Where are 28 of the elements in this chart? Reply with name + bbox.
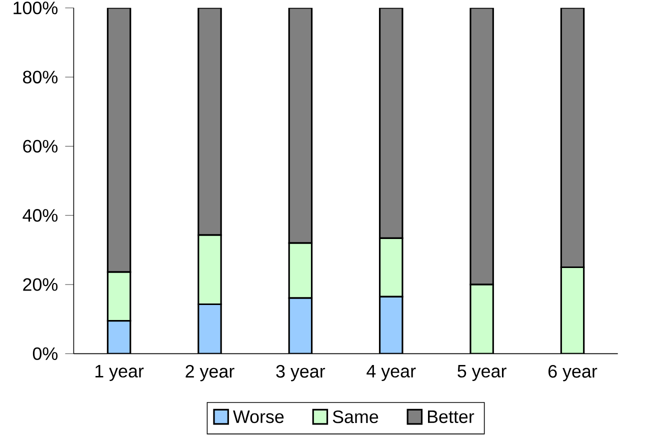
y-tick-label: 0% <box>32 347 58 360</box>
bar <box>560 266 585 354</box>
x-tick-label: 1 year <box>95 365 144 382</box>
bar <box>378 8 404 240</box>
y-tick-label: 100% <box>14 2 58 14</box>
y-tick-label: 40% <box>22 209 58 222</box>
bar <box>288 8 313 244</box>
bar <box>470 284 494 354</box>
x-tick-label: 3 year <box>276 365 326 382</box>
bar <box>288 297 313 354</box>
x-tick-label: 6 year <box>548 365 598 382</box>
bar <box>198 8 222 236</box>
x-tick-label: 4 year <box>366 365 416 382</box>
legend-label: Worse <box>233 410 284 424</box>
y-tick-label: 60% <box>23 140 58 153</box>
legend-label: Same <box>332 410 378 424</box>
bar <box>198 234 222 306</box>
x-tick-label: 2 year <box>186 365 234 382</box>
bar <box>560 8 585 268</box>
bar <box>198 304 222 354</box>
bar <box>106 8 132 273</box>
bar <box>470 8 494 286</box>
x-tick-label: 5 year <box>458 365 506 382</box>
bar <box>378 237 404 298</box>
y-tick-label: 80% <box>23 70 58 84</box>
y-tick-label: 20% <box>23 278 58 291</box>
legend-label: Better <box>428 410 474 424</box>
bar <box>378 296 404 354</box>
